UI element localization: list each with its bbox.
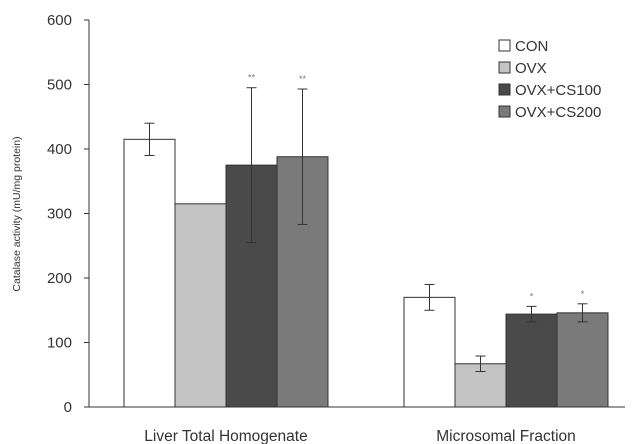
y-ticks: 0 100 200 300 400 500 600 (47, 12, 89, 416)
significance-label: * (581, 289, 585, 299)
category-labels: Liver Total Homogenate Microsomal Fractio… (144, 428, 575, 444)
bars: ** *** * (123, 73, 609, 408)
y-tick-label: 300 (47, 206, 72, 223)
legend-label: CON (515, 38, 548, 55)
significance-label: ** (248, 73, 256, 83)
legend-swatch (498, 61, 511, 74)
category-label: Liver Total Homogenate (144, 428, 307, 444)
bar (556, 312, 609, 408)
bar (403, 296, 456, 408)
y-tick-label: 100 (47, 335, 72, 352)
bar (123, 138, 176, 408)
y-axis-label: Catalase activity (mU/mg protein) (11, 136, 23, 291)
y-tick-label: 400 (47, 141, 72, 158)
significance-label: * (530, 291, 534, 301)
y-tick-label: 600 (47, 12, 72, 29)
significance-label: ** (299, 74, 307, 84)
category-label: Microsomal Fraction (436, 428, 576, 444)
y-tick-label: 200 (47, 270, 72, 287)
legend-label: OVX+CS100 (515, 82, 601, 99)
y-tick-label: 500 (47, 77, 72, 94)
legend-swatch (498, 83, 511, 96)
legend-swatch (498, 39, 511, 52)
legend-swatch (498, 105, 511, 118)
legend: CON OVX OVX+CS100 OVX+CS200 (498, 38, 601, 121)
legend-label: OVX+CS200 (515, 104, 601, 121)
y-tick-label: 0 (64, 399, 72, 416)
bar (174, 203, 227, 408)
legend-label: OVX (515, 60, 547, 77)
bar (505, 313, 558, 408)
